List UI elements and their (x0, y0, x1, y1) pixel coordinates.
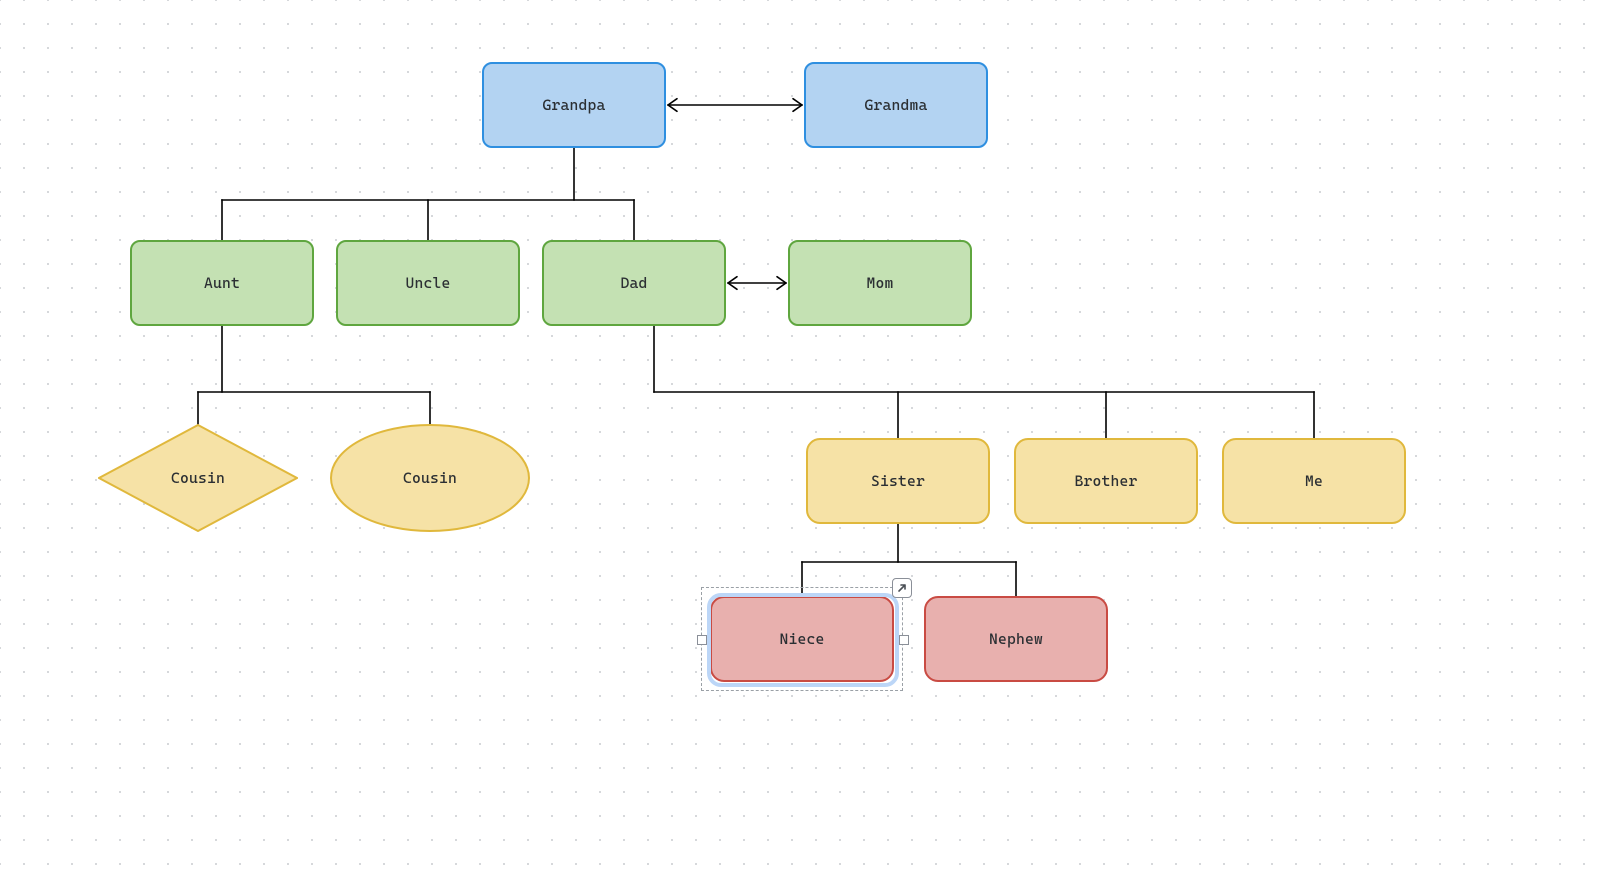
node-label: Sister (871, 472, 925, 490)
node-aunt[interactable]: Aunt (130, 240, 314, 326)
node-label: Aunt (204, 274, 240, 292)
node-label: Cousin (403, 469, 457, 487)
node-label: Uncle (406, 274, 451, 292)
node-cousin1[interactable]: Cousin (98, 424, 298, 532)
node-grandma[interactable]: Grandma (804, 62, 988, 148)
node-label: Nephew (989, 630, 1043, 648)
node-dad[interactable]: Dad (542, 240, 726, 326)
node-grandpa[interactable]: Grandpa (482, 62, 666, 148)
node-label: Grandpa (543, 96, 606, 114)
node-brother[interactable]: Brother (1014, 438, 1198, 524)
node-nephew[interactable]: Nephew (924, 596, 1108, 682)
diagram-canvas[interactable]: Grandpa Grandma Aunt Uncle Dad Mom Cousin Cousi… (0, 0, 1600, 878)
node-label: Grandma (865, 96, 928, 114)
node-label: Cousin (171, 469, 225, 487)
node-sister[interactable]: Sister (806, 438, 990, 524)
node-uncle[interactable]: Uncle (336, 240, 520, 326)
node-cousin2[interactable]: Cousin (330, 424, 530, 532)
node-label: Mom (867, 274, 894, 292)
node-label: Me (1305, 472, 1323, 490)
node-label: Brother (1075, 472, 1138, 490)
node-niece[interactable]: Niece (710, 596, 894, 682)
open-link-badge[interactable] (892, 578, 912, 598)
arrow-up-right-icon (896, 582, 908, 594)
node-mom[interactable]: Mom (788, 240, 972, 326)
node-me[interactable]: Me (1222, 438, 1406, 524)
node-label: Niece (780, 630, 825, 648)
node-label: Dad (621, 274, 648, 292)
